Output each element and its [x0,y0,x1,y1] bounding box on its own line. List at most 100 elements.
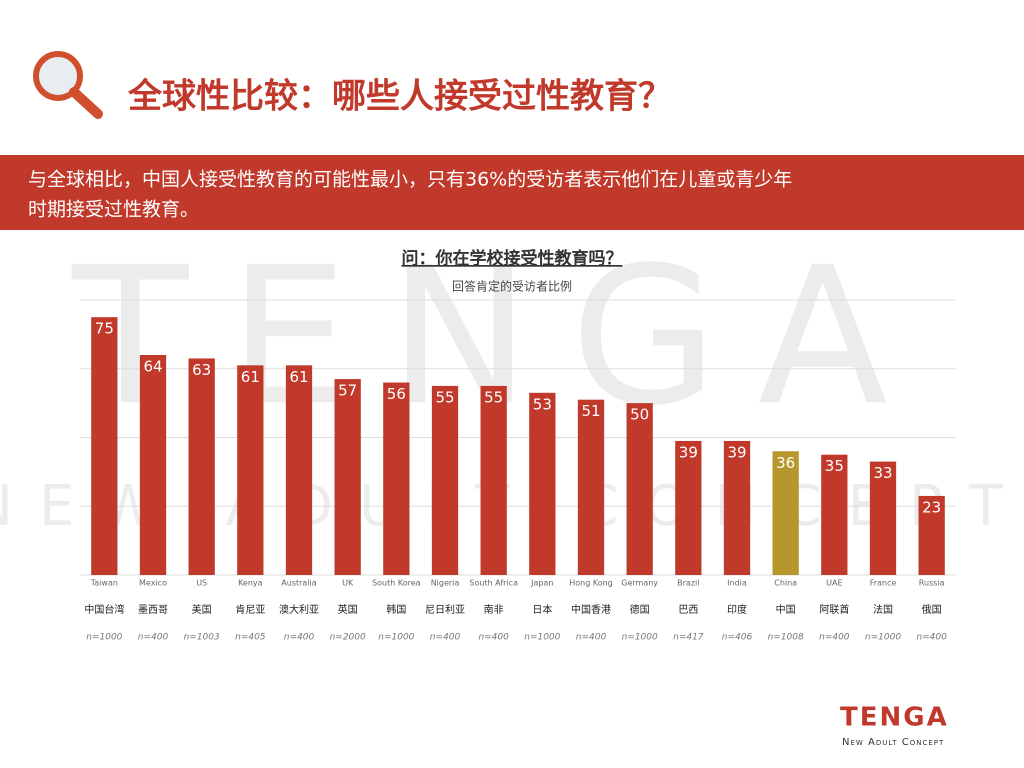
bar [723,440,751,575]
sample-size: n=400 [138,633,169,643]
sample-size: n=405 [235,633,266,643]
x-tick-label: India [727,579,747,588]
x-tick-label: Nigeria [431,579,460,588]
x-tick-label-zh: 巴西 [678,604,698,616]
value-label: 50 [630,406,649,424]
value-label: 39 [727,443,746,461]
x-tick-label-zh: 中国台湾 [84,603,124,616]
sample-size: n=400 [478,633,509,643]
value-label: 56 [387,385,406,403]
x-tick-label-zh: 墨西哥 [138,604,168,616]
sample-size: n=2000 [330,633,366,643]
sample-size: n=400 [576,633,607,643]
x-tick-label-zh: 印度 [727,603,747,616]
bar [383,382,410,575]
logo-tagline: New Adult Concept [842,737,944,748]
x-tick-label: Japan [530,579,553,588]
banner-text: 与全球相比，中国人接受性教育的可能性最小，只有36%的受访者表示他们在儿童或青少… [28,169,792,191]
x-tick-label-zh: 肯尼亚 [235,603,265,616]
sample-size: n=417 [673,633,704,643]
x-tick-label-zh: 澳大利亚 [279,603,319,616]
bar [529,392,556,575]
sample-size: n=1000 [524,633,560,643]
bar [675,440,702,575]
x-tick-label-zh: 阿联酋 [819,603,849,616]
magnifier-icon [33,51,103,119]
value-label: 61 [289,368,308,386]
value-label: 57 [338,382,357,400]
x-tick-label-zh: 中国 [776,603,796,616]
value-label: 75 [95,320,114,338]
banner [0,155,1024,230]
sample-size: n=1000 [622,633,658,643]
sample-size: n=1000 [86,633,122,643]
value-label: 53 [533,395,552,413]
sample-size: n=1003 [184,633,220,643]
x-tick-label: Brazil [677,579,699,588]
x-tick-label-zh: 英国 [338,603,358,616]
logo: TENGA New Adult Concept [840,703,949,749]
sample-size: n=400 [916,633,947,643]
sample-size: n=1000 [378,633,414,643]
sample-size: n=400 [819,633,850,643]
x-tick-label: Australia [281,579,316,588]
value-label: 23 [922,498,941,516]
value-label: 33 [873,464,892,482]
value-label: 55 [484,388,503,406]
bar [821,454,848,575]
x-tick-label: UK [342,579,354,588]
x-tick-label: Taiwan [90,579,118,588]
x-tick-label: UAE [826,579,842,588]
value-label: 61 [241,368,260,386]
bar [772,451,799,575]
bar [626,403,653,575]
x-tick-label-zh: 俄国 [922,604,942,616]
sample-size: n=1008 [768,633,804,643]
value-label: 35 [825,457,844,475]
bar [237,365,264,575]
bar [431,385,459,575]
x-tick-label-zh: 尼日利亚 [425,604,465,616]
sample-size: n=1000 [865,633,901,643]
x-tick-label-zh: 法国 [873,603,893,616]
x-tick-label-zh: 日本 [532,603,552,616]
bar [334,379,361,575]
x-tick-label: Germany [621,579,658,588]
x-tick-label: Kenya [238,579,263,588]
x-tick-label: South Africa [469,579,518,588]
banner-text: 时期接受过性教育。 [28,199,199,221]
value-label: 36 [776,454,795,472]
value-label: 39 [679,443,698,461]
bar [577,399,605,575]
logo-brand: TENGA [840,703,949,733]
bar [869,461,897,575]
sample-size: n=406 [722,633,753,643]
x-tick-label: Russia [919,579,945,588]
x-tick-label: Hong Kong [569,579,613,588]
x-tick-label-zh: 中国香港 [571,603,611,616]
slide-title: 全球性比较：哪些人接受过性教育？ [127,77,672,117]
x-tick-label: China [774,579,797,588]
chart-subtitle: 回答肯定的受访者比例 [452,279,572,294]
x-tick-label-zh: 美国 [192,603,212,616]
value-label: 51 [581,402,600,420]
x-tick-label-zh: 韩国 [386,603,406,616]
bar [139,355,167,575]
x-tick-label-zh: 南非 [484,603,504,616]
chart-title: 问：你在学校接受性教育吗？ [402,248,623,269]
bar [285,365,313,575]
x-tick-label: Mexico [139,579,167,588]
value-label: 64 [143,358,162,376]
bar [188,358,215,575]
x-tick-label: US [196,579,207,588]
x-tick-label: France [870,579,897,588]
bar [918,495,945,575]
value-label: 63 [192,361,211,379]
x-tick-label-zh: 德国 [630,603,650,616]
sample-size: n=400 [430,633,461,643]
sample-size: n=400 [284,633,315,643]
x-tick-label: South Korea [372,579,421,588]
bar [480,385,507,575]
bar [91,317,118,575]
